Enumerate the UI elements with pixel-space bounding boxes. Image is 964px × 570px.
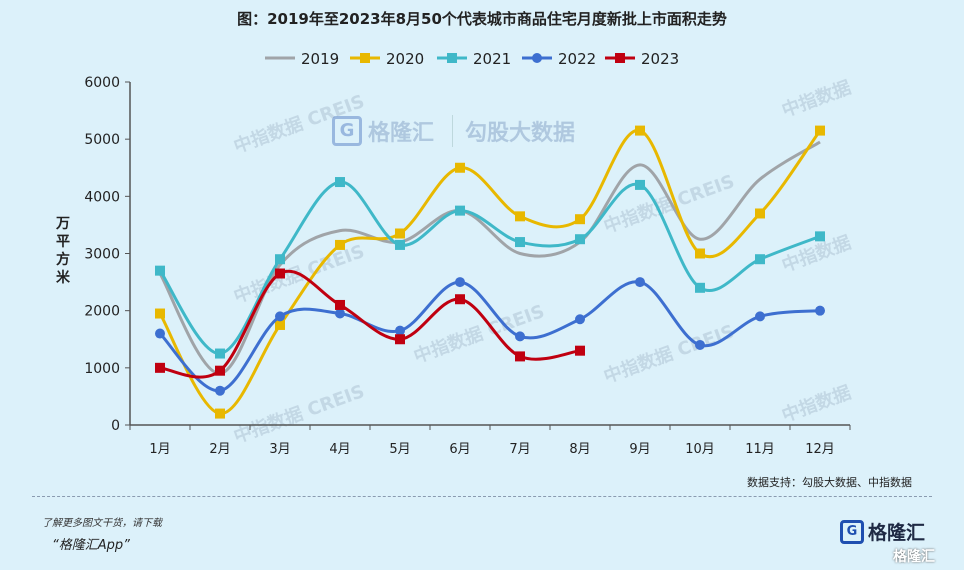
data-point-2023: [455, 294, 465, 305]
x-tick-label: 3月: [269, 442, 290, 457]
y-axis-label: 万平方米: [56, 216, 70, 286]
data-point-2022: [335, 308, 345, 319]
x-tick-label: 2月: [209, 442, 230, 457]
logo-g-icon: G: [840, 519, 864, 544]
y-tick-label: 6000: [84, 75, 120, 91]
legend-label-2021: 2021: [473, 50, 511, 68]
data-point-2023: [575, 345, 585, 356]
legend-marker-2021: [447, 53, 457, 63]
legend-label-2019: 2019: [301, 50, 339, 68]
data-point-2021: [635, 179, 645, 190]
y-tick-label: 0: [111, 418, 120, 434]
data-point-2020: [755, 208, 765, 219]
gelonghui-logo: G 格隆汇: [840, 518, 925, 545]
data-point-2023: [515, 351, 525, 362]
data-point-2023: [275, 268, 285, 279]
data-point-2021: [395, 239, 405, 250]
x-tick-label: 11月: [745, 442, 775, 457]
data-point-2020: [575, 214, 585, 225]
data-point-2023: [155, 362, 165, 373]
data-point-2021: [275, 254, 285, 265]
data-point-2020: [515, 211, 525, 222]
data-point-2021: [515, 237, 525, 248]
x-tick-label: 12月: [805, 442, 835, 457]
data-point-2020: [335, 239, 345, 250]
data-point-2022: [755, 311, 765, 322]
series-line-2023: [159, 269, 581, 379]
data-point-2020: [815, 125, 825, 136]
data-point-2022: [395, 325, 405, 336]
legend-label-2020: 2020: [386, 50, 424, 68]
legend-marker-2020: [360, 53, 370, 63]
data-point-2022: [635, 277, 645, 288]
data-point-2023: [215, 365, 225, 376]
x-tick-label: 1月: [149, 442, 170, 457]
y-tick-label: 3000: [84, 247, 120, 263]
data-point-2020: [215, 408, 225, 419]
data-point-2022: [155, 328, 165, 339]
source-note: 数据支持：勾股大数据、中指数据: [747, 476, 912, 489]
legend-label-2023: 2023: [641, 50, 679, 68]
series-line-2019: [158, 140, 821, 376]
data-point-2022: [215, 385, 225, 396]
data-point-2022: [575, 314, 585, 325]
data-point-2020: [635, 125, 645, 136]
data-point-2021: [215, 348, 225, 359]
data-point-2021: [575, 234, 585, 245]
x-tick-label: 8月: [569, 442, 590, 457]
data-point-2021: [155, 265, 165, 276]
x-tick-label: 4月: [329, 442, 350, 457]
x-tick-label: 6月: [449, 442, 470, 457]
legend-label-2022: 2022: [558, 50, 596, 68]
y-tick-label: 4000: [84, 189, 120, 205]
data-point-2023: [335, 299, 345, 310]
divider: [32, 496, 932, 497]
y-tick-label: 5000: [84, 132, 120, 148]
legend-marker-2022: [532, 53, 542, 63]
data-point-2020: [395, 228, 405, 239]
x-tick-label: 7月: [509, 442, 530, 457]
data-point-2020: [155, 308, 165, 319]
x-tick-label: 5月: [389, 442, 410, 457]
data-point-2021: [755, 254, 765, 265]
data-point-2021: [455, 205, 465, 216]
footer-download-text: 了解更多图文干货，请下载: [42, 518, 162, 529]
data-point-2021: [815, 231, 825, 242]
data-point-2020: [455, 162, 465, 173]
data-point-2020: [695, 248, 705, 259]
gelonghui-corner-watermark: 格隆汇: [893, 549, 935, 565]
data-point-2021: [335, 177, 345, 188]
y-tick-label: 2000: [84, 304, 120, 320]
data-point-2023: [395, 334, 405, 345]
chart-title: 图：2019年至2023年8月50个代表城市商品住宅月度新批上市面积走势: [237, 10, 727, 28]
data-point-2022: [515, 331, 525, 342]
data-point-2022: [695, 339, 705, 350]
legend-marker-2023: [615, 53, 625, 63]
data-point-2022: [275, 311, 285, 322]
data-point-2020: [275, 319, 285, 330]
series-line-2020: [158, 129, 822, 416]
gelonghui-watermark-logo: G 格隆汇 勾股大数据: [332, 115, 575, 147]
x-tick-label: 10月: [685, 442, 715, 457]
x-tick-label: 9月: [629, 442, 650, 457]
y-tick-label: 1000: [84, 361, 120, 377]
data-point-2022: [455, 277, 465, 288]
data-point-2021: [695, 282, 705, 293]
footer-app-name: “格隆汇App”: [52, 538, 130, 553]
data-point-2022: [815, 305, 825, 316]
